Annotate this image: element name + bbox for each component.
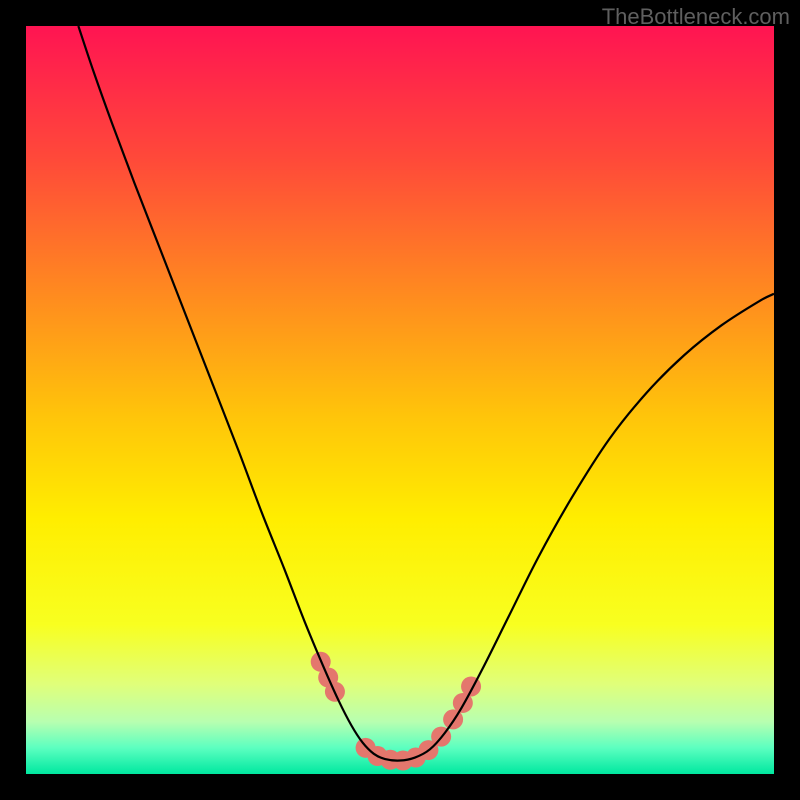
gradient-background — [26, 26, 774, 774]
chart-frame: TheBottleneck.com — [0, 0, 800, 800]
bottleneck-curve-chart — [0, 0, 800, 800]
watermark-text: TheBottleneck.com — [602, 4, 790, 30]
